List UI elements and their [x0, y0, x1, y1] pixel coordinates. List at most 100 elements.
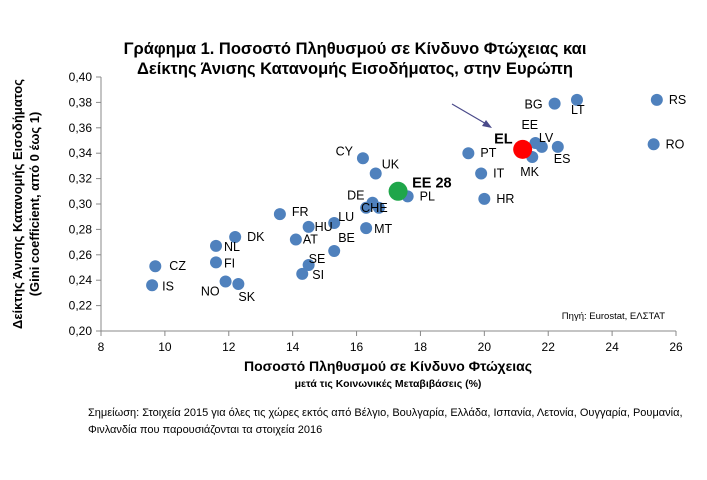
label-si: SI	[312, 268, 324, 282]
point-uk	[369, 167, 382, 180]
point-lu	[328, 217, 341, 230]
point-se	[302, 258, 315, 271]
x-axis-sublabel: μετά τις Κοινωνικές Μεταβιβάσεις (%)	[295, 378, 482, 390]
y-tick-label: 0,38	[69, 95, 93, 109]
y-tick-label: 0,30	[69, 197, 93, 211]
label-be: BE	[338, 231, 355, 245]
label-fr: FR	[292, 205, 309, 219]
point-ro	[647, 138, 660, 151]
y-tick-label: 0,32	[69, 172, 93, 186]
x-tick-labels: 8 10 12 14 16 18 20 22 24 26	[98, 331, 683, 354]
label-at: AT	[303, 233, 318, 247]
point-cz	[149, 260, 162, 273]
y-tick-label: 0,34	[69, 146, 93, 160]
highlight-point-el	[513, 139, 533, 159]
point-be	[328, 244, 341, 257]
point-dk	[229, 231, 242, 244]
label-rs: RS	[669, 93, 686, 107]
label-cz: CZ	[169, 259, 186, 273]
point-lv	[535, 140, 548, 153]
highlight-point-ee-28	[388, 181, 408, 201]
label-ie: IE	[376, 201, 388, 215]
point-si	[296, 267, 309, 280]
data-points	[146, 93, 663, 292]
highlight-label-el: EL	[494, 131, 513, 147]
point-ie	[372, 201, 385, 214]
greece-pointer-arrow	[451, 103, 492, 128]
label-cy: CY	[336, 144, 354, 158]
y-tick-labels: 0,20 0,22 0,24 0,26 0,28 0,30 0,32 0,34 0,36 0,38…	[69, 70, 101, 338]
label-sk: SK	[238, 290, 255, 304]
label-nl: NL	[224, 240, 240, 254]
point-nl	[210, 239, 222, 252]
y-tick-label: 0,26	[69, 248, 93, 262]
point-it	[475, 167, 488, 180]
axes	[100, 77, 676, 332]
x-tick-label: 18	[414, 340, 428, 354]
label-es: ES	[554, 152, 571, 166]
point-pt	[462, 147, 475, 160]
label-lu: LU	[338, 210, 354, 224]
label-bg: BG	[525, 98, 543, 112]
point-cy	[356, 152, 369, 165]
label-hu: HU	[315, 220, 333, 234]
x-tick-label: 12	[222, 340, 236, 354]
point-bg	[548, 97, 561, 110]
point-fi	[210, 256, 222, 269]
label-de: DE	[347, 189, 364, 203]
point-rs	[650, 93, 663, 106]
point-fr	[273, 208, 286, 221]
x-tick-label: 10	[158, 340, 172, 354]
chart-title-line2: Δείκτης Άνισης Κατανομής Εισοδήματος, στ…	[137, 60, 573, 78]
highlight-label-ee-28: EE 28	[412, 175, 452, 191]
label-ro: RO	[666, 137, 685, 151]
y-tick-label: 0,40	[69, 70, 93, 84]
x-tick-label: 16	[350, 340, 364, 354]
label-ch: CH	[361, 201, 379, 215]
x-tick-label: 14	[286, 340, 300, 354]
point-hu	[302, 220, 315, 233]
label-pl: PL	[420, 189, 435, 203]
label-fi: FI	[224, 256, 235, 270]
point-is	[146, 279, 159, 292]
label-lt: LT	[571, 103, 585, 117]
x-tick-label: 20	[478, 340, 492, 354]
label-mt: MT	[374, 222, 392, 236]
label-mk: MK	[520, 165, 539, 179]
label-ee: EE	[521, 118, 538, 132]
point-at	[289, 233, 302, 246]
y-tick-label: 0,22	[69, 299, 93, 313]
point-ch	[360, 201, 373, 214]
label-it: IT	[493, 167, 504, 181]
x-tick-label: 26	[669, 340, 683, 354]
x-tick-label: 24	[605, 340, 619, 354]
y-tick-label: 0,20	[69, 324, 93, 338]
y-axis-label-line1: Δείκτης Άνισης Κατανομής Εισοδήματος	[10, 79, 25, 329]
chart-title-line1: Γράφημα 1. Ποσοστό Πληθυσμού σε Κίνδυνο …	[124, 40, 587, 58]
y-tick-label: 0,24	[69, 273, 93, 287]
point-sk	[232, 278, 245, 291]
point-mt	[360, 222, 373, 235]
source-label: Πηγή: Eurostat, ΕΛΣΤΑΤ	[562, 311, 665, 322]
y-axis-label-line2: (Gini coefficient, από 0 έως 1)	[27, 112, 42, 297]
label-se: SE	[309, 252, 326, 266]
y-tick-label: 0,36	[69, 121, 93, 135]
label-lv: LV	[539, 131, 554, 145]
x-tick-label: 22	[542, 340, 556, 354]
point-hr	[478, 192, 491, 205]
label-uk: UK	[382, 158, 400, 172]
highlight-points	[388, 139, 533, 201]
point-es	[551, 140, 564, 153]
point-lt	[570, 93, 583, 106]
label-no: NO	[201, 284, 220, 298]
label-pt: PT	[480, 146, 496, 160]
x-axis-label: Ποσοστό Πληθυσμού σε Κίνδυνο Φτώχειας	[244, 358, 532, 374]
label-dk: DK	[247, 230, 265, 244]
footnote: Σημείωση: Στοιχεία 2015 για όλες τις χώρ…	[88, 407, 683, 436]
x-tick-label: 8	[98, 340, 105, 354]
label-is: IS	[162, 279, 174, 293]
point-no	[219, 275, 232, 288]
y-tick-label: 0,28	[69, 222, 93, 236]
